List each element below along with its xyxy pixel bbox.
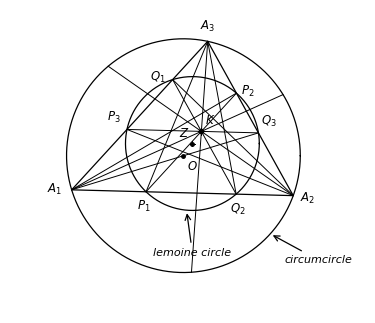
Text: $A_1$: $A_1$ [46,182,62,197]
Text: $K$: $K$ [205,114,215,127]
Text: $A_3$: $A_3$ [200,19,215,34]
Text: $Z$: $Z$ [179,127,190,140]
Text: $O$: $O$ [187,160,198,173]
Text: lemoine circle: lemoine circle [153,214,231,258]
Text: $P_1$: $P_1$ [137,199,150,214]
Text: $P_2$: $P_2$ [240,84,254,99]
Text: $P_3$: $P_3$ [107,110,120,125]
Text: $Q_1$: $Q_1$ [150,69,166,85]
Text: $A_2$: $A_2$ [300,191,315,206]
Text: $Q_3$: $Q_3$ [261,114,277,129]
Text: circumcircle: circumcircle [274,236,352,265]
Text: $Q_2$: $Q_2$ [230,202,246,217]
